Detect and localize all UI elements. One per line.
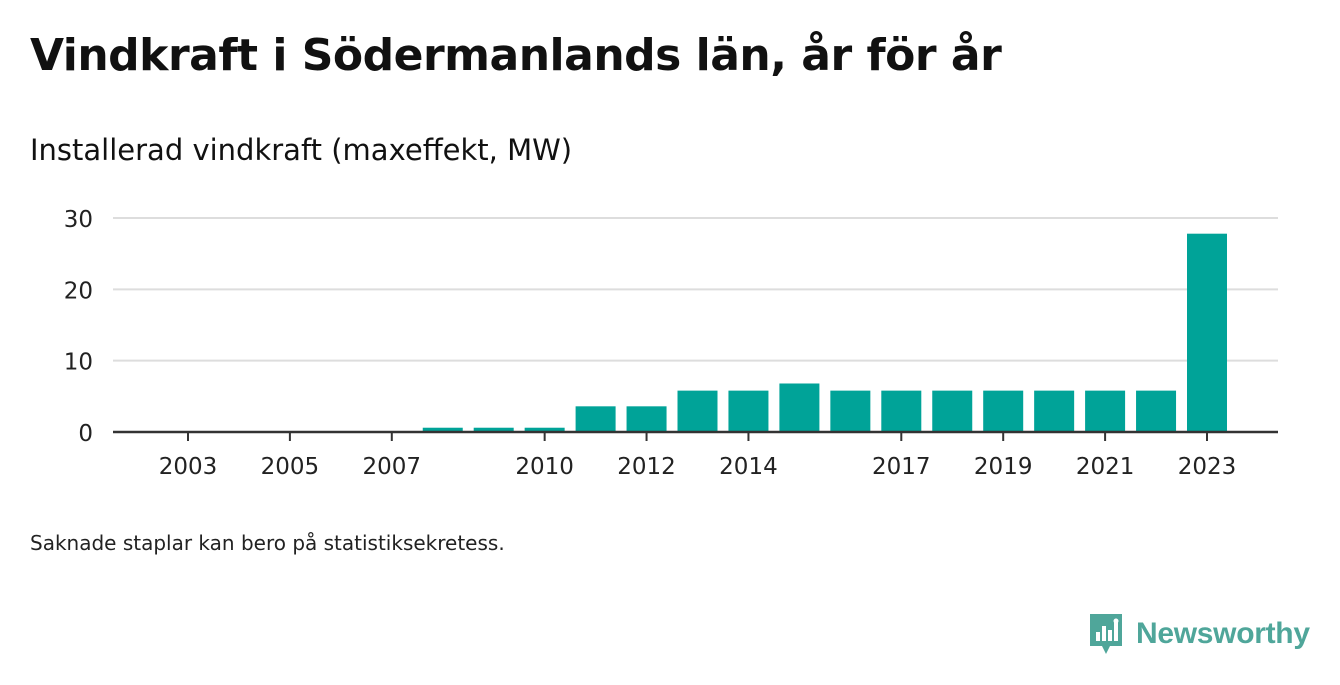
x-tick-label: 2021 <box>1076 454 1135 480</box>
chart-title: Vindkraft i Södermanlands län, år för år <box>30 30 1002 81</box>
bar-2014 <box>728 390 769 432</box>
newsworthy-logo-icon <box>1090 614 1122 654</box>
y-tick-label: 20 <box>64 278 93 304</box>
bar-2016 <box>830 390 871 432</box>
x-tick-label: 2007 <box>363 454 422 480</box>
x-tick-label: 2014 <box>719 454 778 480</box>
x-tick-label: 2017 <box>872 454 931 480</box>
bar-2011 <box>575 406 616 432</box>
bar-2012 <box>626 406 667 432</box>
brand: Newsworthy <box>1088 612 1310 656</box>
chart-subtitle: Installerad vindkraft (maxeffekt, MW) <box>30 133 573 167</box>
y-tick-label: 30 <box>64 207 93 233</box>
x-tick-label: 2012 <box>617 454 676 480</box>
y-tick-label: 0 <box>78 421 93 447</box>
x-tick-label: 2019 <box>974 454 1033 480</box>
bar-chart: 0 10 20 30 2003 2005 2007 2010 2012 2014 2017 2019 2… <box>64 207 1278 480</box>
bar-2019 <box>983 390 1024 432</box>
bar-2020 <box>1034 390 1075 432</box>
grid-lines <box>113 217 1278 362</box>
y-tick-label: 10 <box>64 350 93 376</box>
bar-2009 <box>473 427 514 432</box>
bar-2013 <box>677 390 718 432</box>
bar-2018 <box>932 390 973 432</box>
axes: 0 10 20 30 2003 2005 2007 2010 2012 2014 2017 2019 2… <box>64 207 1278 480</box>
x-tick-label: 2023 <box>1178 454 1237 480</box>
bar-2015 <box>779 383 820 432</box>
bar-2023 <box>1187 233 1227 432</box>
bar-2010 <box>524 427 565 432</box>
bar-2022 <box>1136 390 1177 432</box>
bar-2008 <box>422 427 463 432</box>
brand-name: Newsworthy <box>1136 617 1310 650</box>
bar-2017 <box>881 390 922 432</box>
x-tick-label: 2003 <box>159 454 218 480</box>
x-tick-label: 2010 <box>515 454 574 480</box>
bar-2021 <box>1085 390 1126 432</box>
x-tick-label: 2005 <box>261 454 320 480</box>
bars <box>422 233 1227 432</box>
footnote: Saknade staplar kan bero på statistiksek… <box>30 531 505 555</box>
